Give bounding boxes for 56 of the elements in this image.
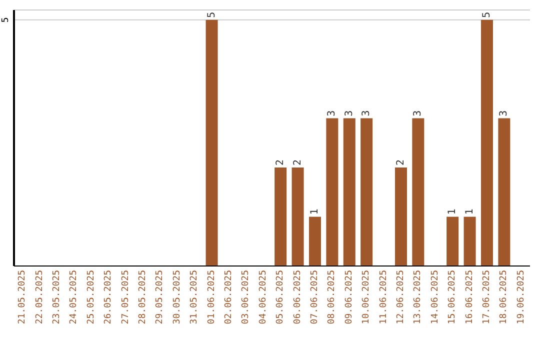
x-tick-label: 26.05.2025 [104, 270, 114, 324]
x-tick-label: 16.06.2025 [464, 270, 475, 324]
data-label: 2 [395, 160, 406, 166]
x-tick-label: 09.06.2025 [344, 270, 354, 324]
data-label: 3 [361, 110, 372, 116]
x-tick-label: 13.06.2025 [413, 270, 424, 324]
data-label: 1 [464, 208, 476, 215]
x-tick-label: 03.06.2025 [241, 270, 252, 324]
x-tick-label: 27.05.2025 [120, 270, 131, 324]
bar [464, 216, 476, 266]
x-tick-label: 17.06.2025 [482, 270, 492, 324]
data-label: 5 [481, 12, 492, 18]
x-tick-label: 29.05.2025 [155, 270, 166, 324]
data-label: 3 [498, 110, 510, 116]
x-tick-label: 01.06.2025 [206, 270, 217, 324]
x-tick-label: 23.05.2025 [52, 270, 62, 324]
bar [343, 118, 356, 266]
x-tick-label: 05.06.2025 [276, 270, 286, 324]
bar [308, 216, 321, 266]
x-tick-label: 19.06.2025 [516, 270, 526, 324]
data-label: 1 [447, 208, 458, 215]
x-tick-label: 10.06.2025 [362, 270, 372, 324]
bar [498, 118, 510, 266]
x-tick-label: 11.06.2025 [378, 270, 389, 324]
bar [326, 118, 338, 266]
bar [206, 20, 218, 266]
bar [360, 118, 373, 266]
x-tick-label: 21.05.2025 [18, 270, 28, 324]
data-label: 2 [292, 160, 304, 166]
x-tick-label: 12.06.2025 [396, 270, 406, 324]
x-tick-label: 08.06.2025 [327, 270, 338, 324]
bar [412, 118, 424, 266]
bar [274, 168, 287, 266]
x-tick-label: 06.06.2025 [292, 270, 303, 324]
bar [446, 216, 459, 266]
data-label: 3 [344, 110, 355, 116]
x-tick-label: 02.06.2025 [224, 270, 234, 324]
data-label: 3 [326, 110, 338, 116]
x-tick-label: 30.05.2025 [172, 270, 182, 324]
x-tick-label: 18.06.2025 [499, 270, 510, 324]
data-label: 1 [309, 208, 320, 215]
x-tick-label: 22.05.2025 [34, 270, 45, 324]
x-tick-label: 15.06.2025 [448, 270, 458, 324]
x-tick-label: 31.05.2025 [190, 270, 200, 324]
data-label: 2 [275, 160, 286, 166]
bar [292, 168, 304, 266]
data-label: 3 [412, 110, 424, 116]
x-tick-label: 28.05.2025 [138, 270, 148, 324]
x-tick-label: 04.06.2025 [258, 270, 268, 324]
x-tick-label: 25.05.2025 [86, 270, 96, 324]
data-label: 5 [206, 12, 218, 18]
x-tick-label: 24.05.2025 [69, 270, 80, 324]
x-tick-label: 14.06.2025 [430, 270, 440, 324]
bar [394, 168, 407, 266]
x-tick-label: 07.06.2025 [310, 270, 320, 324]
bar [480, 20, 493, 266]
